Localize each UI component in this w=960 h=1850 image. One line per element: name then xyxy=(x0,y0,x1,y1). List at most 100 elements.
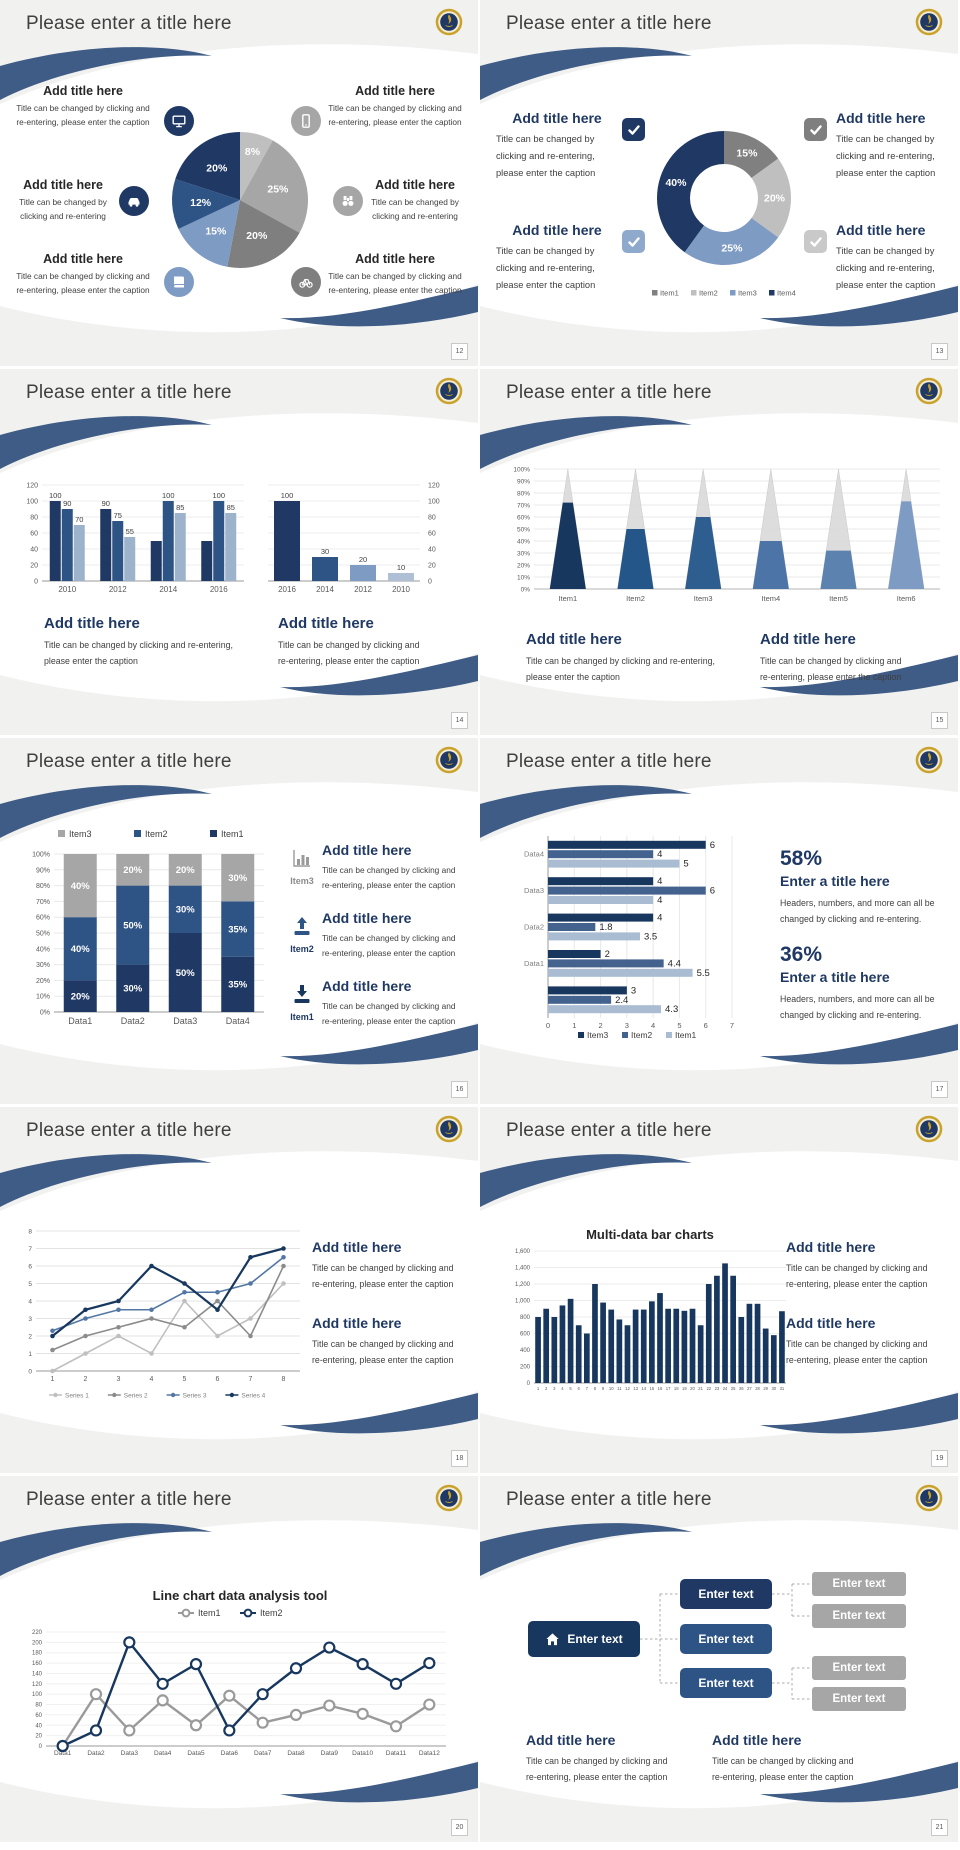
svg-text:Series 1: Series 1 xyxy=(65,1393,89,1400)
svg-text:4: 4 xyxy=(150,1376,154,1383)
school-logo-icon xyxy=(915,746,943,774)
svg-text:2014: 2014 xyxy=(316,585,334,594)
callout-1: Add title here Title can be changed by c… xyxy=(786,1239,928,1290)
svg-text:100%: 100% xyxy=(32,852,50,859)
svg-text:2016: 2016 xyxy=(210,585,228,594)
svg-text:2014: 2014 xyxy=(159,585,177,594)
svg-text:5.5: 5.5 xyxy=(697,968,710,979)
svg-text:Item2: Item2 xyxy=(145,829,168,839)
school-logo-icon xyxy=(435,1115,463,1143)
svg-text:140: 140 xyxy=(32,1671,43,1677)
svg-text:2: 2 xyxy=(28,1333,32,1340)
callout-bottom-left: Add title here Title can be changed by c… xyxy=(16,252,150,296)
chart-title: Multi-data bar charts xyxy=(586,1227,714,1242)
caption-line-2: re-entering, please enter the caption xyxy=(16,117,150,128)
svg-text:80%: 80% xyxy=(517,490,530,497)
svg-text:60: 60 xyxy=(30,531,38,538)
svg-text:20%: 20% xyxy=(764,193,786,205)
svg-text:18: 18 xyxy=(674,1386,679,1391)
school-logo-icon xyxy=(915,8,943,36)
binoculars-icon xyxy=(333,186,363,216)
svg-text:4: 4 xyxy=(657,895,662,906)
svg-text:8: 8 xyxy=(282,1376,286,1383)
svg-text:120: 120 xyxy=(32,1682,43,1688)
svg-text:2012: 2012 xyxy=(109,585,127,594)
svg-text:20%: 20% xyxy=(246,230,268,242)
slide-20-line-analysis[interactable]: Please enter a title here Line chart dat… xyxy=(0,1476,478,1842)
slide-12-pie-infographic[interactable]: Please enter a title here Add title here… xyxy=(0,0,478,366)
svg-text:2010: 2010 xyxy=(58,585,76,594)
svg-text:Item1: Item1 xyxy=(558,594,577,603)
svg-text:30: 30 xyxy=(771,1386,776,1391)
smartphone-icon xyxy=(291,106,321,136)
svg-text:Item2: Item2 xyxy=(626,594,645,603)
svg-text:40: 40 xyxy=(35,1723,42,1729)
book-icon xyxy=(164,267,194,297)
donut-chart: 15% 20% 25% 40% Item1 Item2 Item3 Item4 xyxy=(652,131,796,298)
svg-text:180: 180 xyxy=(32,1651,43,1657)
svg-text:7: 7 xyxy=(730,1021,734,1030)
svg-text:60: 60 xyxy=(428,531,436,538)
slide-17-horizontal-bar[interactable]: Please enter a title here 0 1 2 3 4 5 6 7 Data4 6… xyxy=(480,738,958,1104)
slide-15-cone-chart[interactable]: Please enter a title here 0% 10% 20% 30% 40%… xyxy=(480,369,958,735)
svg-text:5: 5 xyxy=(28,1281,32,1288)
callout-item1: Add title here Title can be changed by c… xyxy=(322,978,456,1027)
svg-text:20: 20 xyxy=(428,563,436,570)
svg-text:Item2: Item2 xyxy=(699,289,718,298)
svg-text:12%: 12% xyxy=(190,197,212,209)
node-label: Enter text xyxy=(567,1632,623,1646)
svg-text:1: 1 xyxy=(28,1351,32,1358)
svg-text:50%: 50% xyxy=(123,920,143,931)
svg-text:160: 160 xyxy=(32,1661,43,1667)
bicycle-icon xyxy=(291,267,321,297)
svg-text:90%: 90% xyxy=(517,478,530,485)
page-number: 19 xyxy=(931,1450,948,1467)
svg-text:Data1: Data1 xyxy=(68,1016,92,1026)
slide-14-bar-charts[interactable]: Please enter a title here 0 20 40 60 80 100 12… xyxy=(0,369,478,735)
svg-text:3: 3 xyxy=(631,985,636,996)
leaf-node-3: Enter text xyxy=(812,1656,906,1680)
svg-text:1: 1 xyxy=(537,1386,540,1391)
svg-text:40: 40 xyxy=(428,547,436,554)
svg-text:30%: 30% xyxy=(123,984,143,995)
svg-text:1,600: 1,600 xyxy=(515,1249,531,1255)
svg-text:40%: 40% xyxy=(71,881,91,892)
callout-1: Add title here Title can be changed by c… xyxy=(312,1239,454,1290)
svg-text:5: 5 xyxy=(677,1021,681,1030)
svg-text:11: 11 xyxy=(617,1386,622,1391)
school-logo-icon xyxy=(435,746,463,774)
svg-text:0: 0 xyxy=(34,579,38,586)
item1-icon-block: Item1 xyxy=(284,982,320,1022)
svg-text:85: 85 xyxy=(176,503,184,512)
svg-text:13: 13 xyxy=(633,1386,638,1391)
svg-text:Item4: Item4 xyxy=(761,594,780,603)
school-logo-icon xyxy=(915,1115,943,1143)
svg-text:Item3: Item3 xyxy=(738,289,757,298)
svg-text:20%: 20% xyxy=(36,978,50,985)
svg-text:90%: 90% xyxy=(36,867,50,874)
svg-text:100: 100 xyxy=(212,491,225,500)
slide-19-multidata-bar[interactable]: Please enter a title here Multi-data bar… xyxy=(480,1107,958,1473)
svg-text:Data8: Data8 xyxy=(287,1750,305,1757)
svg-text:20%: 20% xyxy=(71,992,91,1003)
branch-node-3: Enter text xyxy=(680,1668,772,1698)
slide-16-stacked-bar[interactable]: Please enter a title here Item3 Item2 Item… xyxy=(0,738,478,1104)
svg-text:16: 16 xyxy=(658,1386,663,1391)
slide-21-flow-diagram[interactable]: Please enter a title here Enter text Ent… xyxy=(480,1476,958,1842)
svg-text:40%: 40% xyxy=(71,944,91,955)
svg-text:20%: 20% xyxy=(517,562,530,569)
svg-text:0: 0 xyxy=(546,1021,550,1030)
slide-13-donut-infographic[interactable]: Please enter a title here Add title here… xyxy=(480,0,958,366)
slide-18-line-chart[interactable]: Please enter a title here 0 1 2 3 4 5 6 7 8 1 2 3 4 5… xyxy=(0,1107,478,1473)
school-logo-icon xyxy=(915,377,943,405)
svg-text:23: 23 xyxy=(715,1386,720,1391)
slide-title: Please enter a title here xyxy=(506,13,712,34)
callout-bottom-right: Add title here Title can be changed by cl… xyxy=(836,222,936,291)
svg-text:Data4: Data4 xyxy=(226,1016,250,1026)
slide-title: Please enter a title here xyxy=(506,1489,712,1510)
callout-right: Add title here Title can be changed by c… xyxy=(278,615,420,667)
svg-text:7: 7 xyxy=(28,1246,32,1253)
page-number: 16 xyxy=(451,1081,468,1098)
svg-text:25: 25 xyxy=(731,1386,736,1391)
